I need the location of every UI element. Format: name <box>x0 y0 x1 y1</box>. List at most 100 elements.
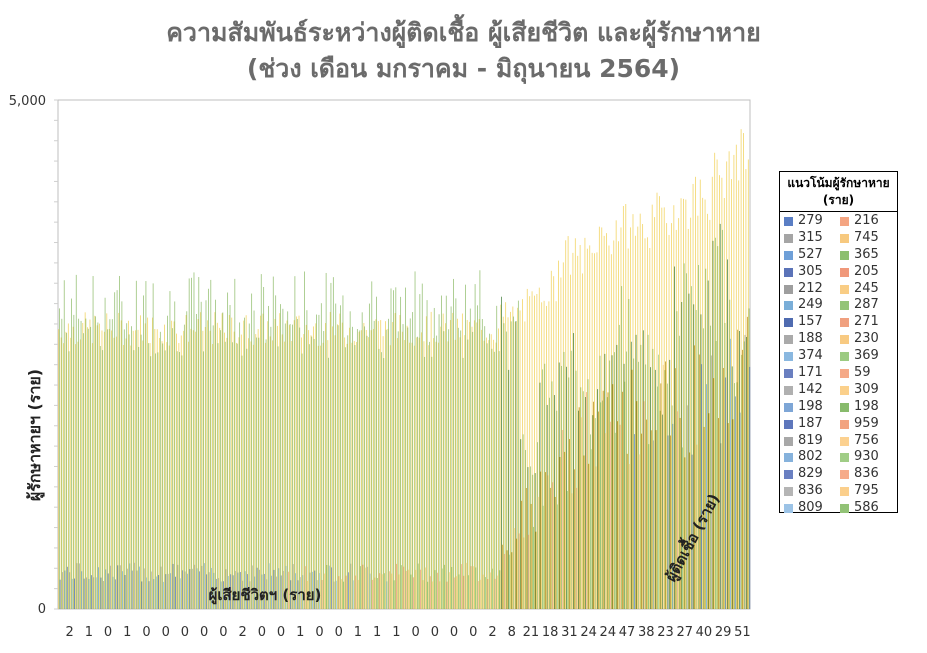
bar-deaths <box>235 570 236 609</box>
bar-deaths <box>588 463 590 609</box>
bar-deaths <box>636 401 638 609</box>
x-tick-label: 47 <box>619 625 636 640</box>
bar-infections <box>438 314 440 609</box>
bar-deaths <box>292 564 294 609</box>
bar-deaths <box>408 569 409 609</box>
bar-recovered <box>692 183 694 609</box>
bar-infections <box>462 357 464 609</box>
legend-swatch <box>840 267 849 277</box>
bar-recovered <box>72 326 74 609</box>
bar-infections <box>282 308 284 609</box>
bar-deaths <box>749 366 751 609</box>
bar-infections <box>606 397 608 609</box>
bar-deaths <box>107 573 109 609</box>
bar-recovered <box>714 152 716 609</box>
bar-infections <box>251 293 253 609</box>
bar-recovered <box>303 334 305 609</box>
bar-infections <box>539 382 541 609</box>
bar-recovered <box>322 342 324 609</box>
legend-value: 959 <box>854 415 879 431</box>
bar-recovered <box>358 331 360 609</box>
bar-deaths <box>369 573 371 609</box>
bar-recovered <box>231 317 233 609</box>
bar-recovered <box>255 334 257 609</box>
bar-deaths <box>686 405 688 609</box>
bar-recovered <box>279 313 281 609</box>
bar-deaths <box>304 566 306 609</box>
bar-infections <box>433 307 435 609</box>
bar-deaths <box>434 570 436 609</box>
bar-infections <box>520 439 522 609</box>
bar-deaths <box>429 576 431 609</box>
legend-swatch <box>784 470 793 480</box>
bar-recovered <box>212 344 213 609</box>
bar-deaths <box>336 580 337 609</box>
bar-recovered <box>120 320 122 609</box>
bar-infections <box>143 295 144 609</box>
bar-recovered <box>649 248 651 609</box>
bar-deaths <box>194 564 196 609</box>
legend-entry: 212 <box>784 281 840 298</box>
bar-infections <box>328 357 329 609</box>
bar-recovered <box>341 322 343 609</box>
bar-recovered <box>221 313 223 609</box>
bar-recovered <box>214 312 216 609</box>
bar-infections <box>63 280 65 609</box>
bar-recovered <box>161 341 163 609</box>
legend-value: 802 <box>798 449 823 465</box>
bar-infections <box>359 330 361 609</box>
legend-swatch <box>840 352 849 362</box>
bar-infections <box>354 345 356 609</box>
bar-infections <box>534 473 536 609</box>
x-tick-label: 2 <box>65 625 73 640</box>
bar-deaths <box>172 563 174 609</box>
bar-recovered <box>156 329 158 609</box>
bar-deaths <box>734 396 736 609</box>
bar-deaths <box>105 569 107 609</box>
bar-deaths <box>232 575 234 609</box>
bar-deaths <box>537 496 539 609</box>
bar-deaths <box>203 563 205 609</box>
bar-infections <box>746 336 748 609</box>
bar-infections <box>647 334 649 609</box>
bar-deaths <box>64 570 66 609</box>
bar-recovered <box>387 328 389 609</box>
bar-recovered <box>296 316 298 609</box>
bar-recovered <box>531 291 533 609</box>
bar-recovered <box>130 345 132 609</box>
bar-recovered <box>132 330 134 609</box>
bar-infections <box>450 306 452 609</box>
bar-deaths <box>295 573 297 609</box>
bar-infections <box>145 281 147 609</box>
bar-deaths <box>487 579 489 609</box>
legend-swatch <box>784 318 793 328</box>
bar-recovered <box>94 315 96 609</box>
bar-deaths <box>689 452 691 609</box>
bar-recovered <box>469 321 471 609</box>
legend-swatch <box>784 267 793 277</box>
bar-recovered <box>178 342 180 609</box>
bar-deaths <box>540 471 542 609</box>
bar-recovered <box>675 229 677 609</box>
bar-deaths <box>278 568 280 609</box>
bar-recovered <box>490 334 492 609</box>
bar-recovered <box>711 176 713 609</box>
bar-deaths <box>259 569 260 609</box>
bar-recovered <box>495 342 497 609</box>
bar-deaths <box>391 573 393 609</box>
bar-recovered <box>183 330 185 609</box>
bar-deaths <box>273 569 275 609</box>
legend-value: 212 <box>798 280 823 296</box>
legend-value: 198 <box>798 398 823 414</box>
bar-deaths <box>124 575 126 609</box>
legend-value: 157 <box>798 314 823 330</box>
x-tick-label: 0 <box>181 625 189 640</box>
bar-deaths <box>730 338 731 609</box>
bar-infections <box>385 329 387 609</box>
bar-infections <box>356 329 358 609</box>
legend-entry: 249 <box>784 297 840 314</box>
bar-infections <box>99 346 101 609</box>
bar-recovered <box>598 226 600 610</box>
x-tick-label: 0 <box>142 625 150 640</box>
bar-deaths <box>93 577 95 609</box>
